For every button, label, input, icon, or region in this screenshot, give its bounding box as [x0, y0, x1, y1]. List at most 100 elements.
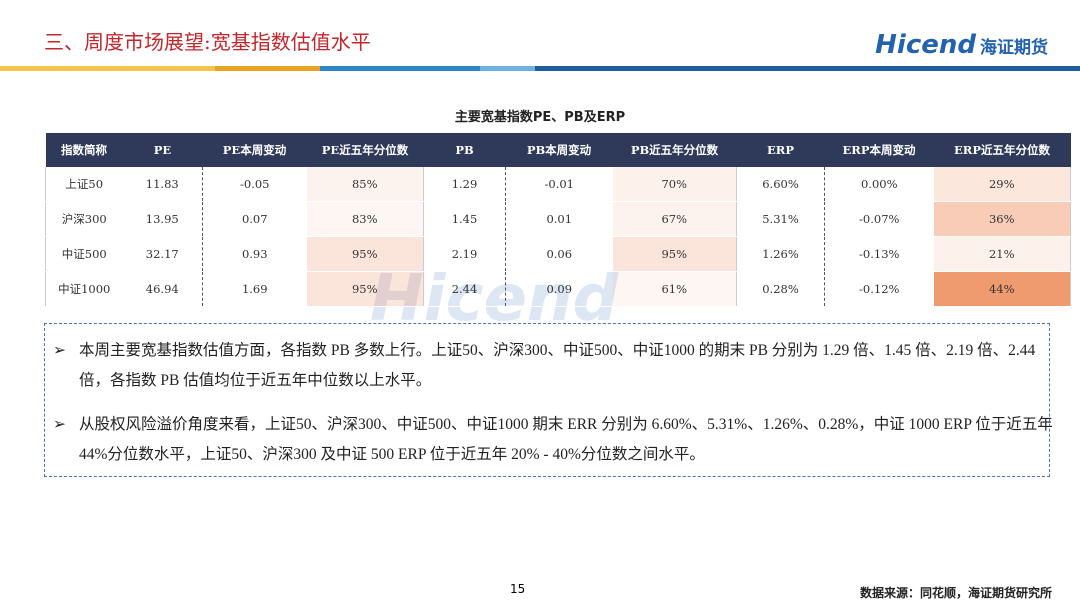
table-cell: -0.12% [824, 271, 934, 307]
table-cell: 61% [612, 271, 737, 307]
table-cell: 0.07 [202, 201, 307, 237]
stripe [0, 66, 215, 71]
cell-text: 46.94 [145, 282, 179, 296]
column-header: ERP本周变动 [824, 133, 934, 167]
table-cell: 2.44 [423, 271, 506, 307]
cell-text: -0.01 [544, 177, 575, 191]
column-header: PB [423, 133, 506, 167]
table-cell: 1.29 [423, 167, 506, 202]
table-cell: 沪深300 [45, 201, 123, 237]
cell-text: 95% [351, 282, 378, 296]
table-cell: 11.83 [122, 167, 203, 202]
table-cell: -0.13% [824, 236, 934, 272]
table-cell: 5.31% [736, 201, 825, 237]
table-cell: 0.00% [824, 167, 934, 202]
cell-text: 36% [988, 212, 1015, 226]
cell-text: 11.83 [145, 177, 179, 191]
table-cell: 83% [306, 201, 424, 237]
cell-text: 0.00% [860, 177, 898, 191]
cell-text: 95% [351, 247, 378, 261]
stripe [320, 66, 480, 71]
column-header: PE本周变动 [202, 133, 307, 167]
cell-text: 0.28% [762, 282, 799, 296]
table-cell: 21% [933, 236, 1071, 272]
stripe [535, 66, 1080, 71]
column-header: PB近五年分位数 [612, 133, 737, 167]
table-row: 中证1000 46.94 1.69 95% 2.44 0.09 61% 0.28% -0.12%… [45, 271, 1071, 307]
cell-text: 13.95 [145, 212, 179, 226]
source: 数据来源：同花顺，海证期货研究所 [859, 586, 1052, 600]
cell-text: -0.12% [859, 282, 900, 296]
table-cell: 32.17 [122, 236, 203, 272]
cell-text: 61% [661, 282, 688, 296]
table-cell: 1.26% [736, 236, 825, 272]
cell-text: -0.13% [859, 247, 900, 261]
column-header: PB本周变动 [505, 133, 613, 167]
table-cell: 1.45 [423, 201, 506, 237]
column-header: ERP [736, 133, 825, 167]
cell-text: 1.45 [451, 212, 478, 226]
cell-text: 83% [351, 212, 378, 226]
table-row: 沪深300 13.95 0.07 83% 1.45 0.01 67% 5.31% -0.07% 3… [45, 201, 1071, 237]
table-cell: 29% [933, 167, 1071, 202]
table-cell: 0.93 [202, 236, 307, 272]
table-cell: 70% [612, 167, 737, 202]
cell-text: 95% [661, 247, 688, 261]
table-cell: 13.95 [122, 201, 203, 237]
cell-text: 中证1000 [58, 282, 111, 296]
logo: Hicend 海证期货 [875, 30, 1048, 60]
stripe [480, 66, 535, 71]
cell-text: 上证50 [65, 177, 104, 191]
cell-text: 5.31% [762, 212, 799, 226]
table-cell: 44% [933, 271, 1071, 307]
table-cell: 0.09 [505, 271, 613, 307]
cell-text: 0.06 [546, 247, 573, 261]
cell-text: 中证500 [61, 247, 107, 261]
cell-text: 29% [988, 177, 1015, 191]
column-header: 指数简称 [45, 133, 123, 167]
table-cell: 95% [306, 271, 424, 307]
cell-text: 21% [988, 247, 1015, 261]
cell-text: -0.07% [859, 212, 900, 226]
cell-text: 6.60% [762, 177, 799, 191]
cell-text: 沪深300 [61, 212, 107, 226]
column-header: PE [122, 133, 203, 167]
cell-text: 0.09 [546, 282, 573, 296]
table-title: 主要宽基指数PE、PB及ERP [454, 110, 626, 125]
table-cell: 46.94 [122, 271, 203, 307]
cell-text: 1.26% [762, 247, 799, 261]
bullet: 本周主要宽基指数估值方面，各指数 PB 多数上行。上证50、沪深300、中证50… [53, 336, 1069, 396]
cell-text: 1.29 [451, 177, 478, 191]
stripe [215, 66, 320, 71]
cell-text: 1.69 [241, 282, 268, 296]
cell-text: 0.07 [241, 212, 268, 226]
table-cell: 0.06 [505, 236, 613, 272]
table-cell: 6.60% [736, 167, 825, 202]
table-cell: 1.69 [202, 271, 307, 307]
table-cell: 中证1000 [45, 271, 123, 307]
column-header: ERP近五年分位数 [933, 133, 1071, 167]
logo-cn: 海证期货 [980, 38, 1048, 58]
table-cell: 85% [306, 167, 424, 202]
table-cell: 67% [612, 201, 737, 237]
table-row: 上证50 11.83 -0.05 85% 1.29 -0.01 70% 6.60% 0.00% 2… [45, 167, 1071, 202]
cell-text: 32.17 [145, 247, 179, 261]
table-cell: 36% [933, 201, 1071, 237]
table-cell: 2.19 [423, 236, 506, 272]
table-row: 中证500 32.17 0.93 95% 2.19 0.06 95% 1.26% -0.13% 2… [45, 236, 1071, 272]
bullet: 从股权风险溢价角度来看，上证50、沪深300、中证500、中证1000 期末 E… [53, 410, 1069, 470]
slide-title: 三、周度市场展望:宽基指数估值水平 [44, 30, 371, 54]
cell-text: 2.19 [451, 247, 478, 261]
table-cell: 0.28% [736, 271, 825, 307]
table-cell: 0.01 [505, 201, 613, 237]
column-header: PE近五年分位数 [306, 133, 424, 167]
cell-text: 2.44 [451, 282, 478, 296]
page-number: 15 [510, 582, 526, 596]
logo-en: Hicend [875, 30, 976, 60]
cell-text: 0.01 [546, 212, 573, 226]
table-cell: -0.07% [824, 201, 934, 237]
cell-text: 44% [988, 282, 1015, 296]
notes-box: 本周主要宽基指数估值方面，各指数 PB 多数上行。上证50、沪深300、中证50… [44, 323, 1053, 477]
cell-text: -0.05 [240, 177, 270, 191]
